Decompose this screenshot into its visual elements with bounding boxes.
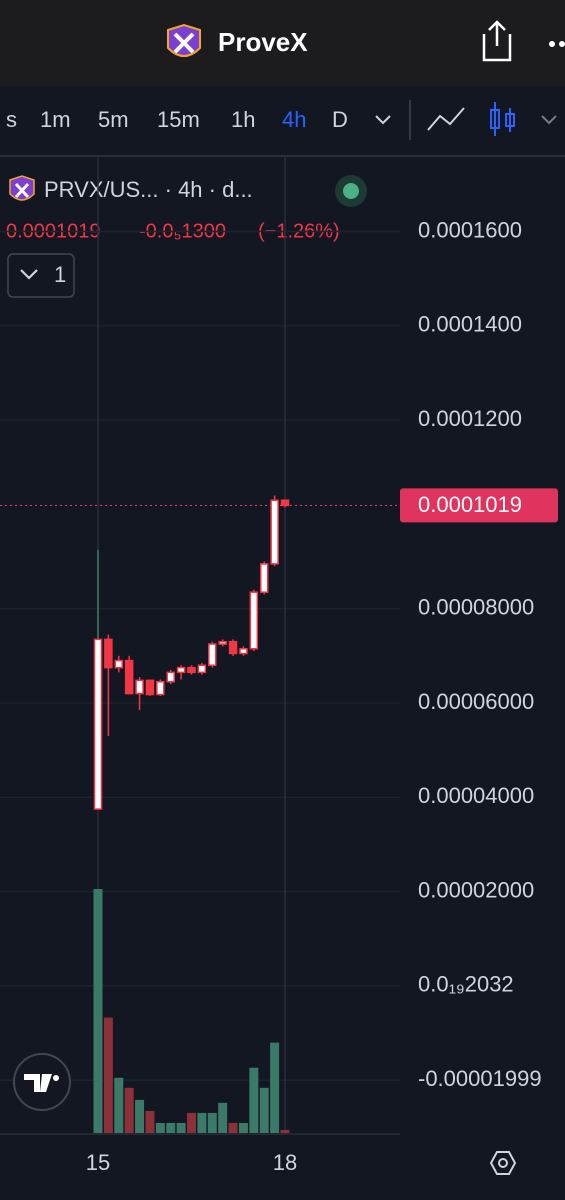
volume-bar xyxy=(135,1099,145,1133)
volume-bar xyxy=(259,1087,269,1133)
indicator-count: 1 xyxy=(54,262,66,287)
tradingview-logo[interactable] xyxy=(13,1053,71,1111)
candle-body xyxy=(145,679,155,696)
y-tick-label: 0.00008000 xyxy=(418,595,534,620)
settings-button-center xyxy=(498,1158,508,1168)
candle-body xyxy=(156,681,165,696)
line-chart-button[interactable] xyxy=(427,107,465,131)
y-tick-label: 0.0001200 xyxy=(418,406,522,431)
volume-bar xyxy=(228,1122,238,1133)
candle-body xyxy=(280,499,290,507)
share-button[interactable] xyxy=(482,20,512,62)
volume-bar xyxy=(114,1077,124,1133)
candle-body xyxy=(270,499,279,565)
interval-button[interactable]: 4h xyxy=(282,107,306,132)
app-logo xyxy=(167,23,201,57)
y-tick-label: 0.00006000 xyxy=(418,689,534,714)
chart-type-dropdown[interactable] xyxy=(541,115,557,125)
market-status-dot xyxy=(343,183,359,199)
settings-button[interactable] xyxy=(489,1151,517,1175)
y-tick-label: 0.0001400 xyxy=(418,312,522,337)
volume-bar xyxy=(103,1017,113,1133)
last-price-box xyxy=(400,488,558,523)
volume-bar xyxy=(155,1122,165,1133)
interval-button[interactable]: 15m xyxy=(157,107,200,132)
volume-bar xyxy=(270,1042,280,1133)
candle-chart-button[interactable] xyxy=(490,102,515,136)
volume-bar xyxy=(280,1129,290,1133)
candle-body xyxy=(176,666,186,674)
candle-body xyxy=(124,659,134,695)
x-tick-label: 18 xyxy=(273,1150,297,1175)
indicator-toggle[interactable] xyxy=(7,253,75,298)
candle-body xyxy=(218,640,227,645)
y-tick-label: 0.00002000 xyxy=(418,877,534,902)
candle-body xyxy=(104,638,113,669)
candle-body xyxy=(249,591,259,650)
interval-dropdown[interactable] xyxy=(375,115,391,125)
interval-button[interactable]: s xyxy=(6,107,17,132)
volume-bar xyxy=(187,1112,196,1133)
volume-bar xyxy=(238,1122,248,1133)
volume-bar xyxy=(218,1102,228,1133)
last-price-label: 0.0001019 xyxy=(418,492,522,517)
candle-body xyxy=(228,640,238,655)
more-button[interactable] xyxy=(549,41,565,47)
y-tick-label: -0.00001999 xyxy=(418,1066,542,1091)
x-tick-label: 15 xyxy=(86,1150,110,1175)
symbol-label[interactable]: PRVX/US... · 4h · d... xyxy=(44,177,253,202)
interval-button[interactable]: D xyxy=(332,107,348,132)
volume-bar xyxy=(207,1112,217,1133)
app-title: ProveX xyxy=(218,27,308,57)
candle-body xyxy=(187,666,196,674)
volume-bar xyxy=(249,1067,259,1133)
interval-button[interactable]: 5m xyxy=(98,107,129,132)
candle-body xyxy=(239,648,248,655)
candle-body xyxy=(135,679,144,695)
candle-body xyxy=(166,671,175,683)
y-tick-label: 0.0₁₉2032 xyxy=(418,972,514,997)
candle-body xyxy=(197,664,207,674)
volume-bar xyxy=(124,1087,134,1133)
candle-body xyxy=(114,659,124,669)
volume-bar xyxy=(93,889,103,1133)
volume-bar xyxy=(176,1122,186,1133)
candle-body xyxy=(259,563,269,593)
symbol-logo xyxy=(9,175,35,201)
volume-bar xyxy=(166,1122,176,1133)
volume-bar xyxy=(197,1112,207,1133)
candle-body xyxy=(93,638,103,810)
interval-button[interactable]: 1m xyxy=(40,107,71,132)
interval-button[interactable]: 1h xyxy=(231,107,255,132)
y-tick-label: 0.0001600 xyxy=(418,217,522,242)
volume-bar xyxy=(145,1110,155,1133)
top-bar xyxy=(0,0,565,86)
candle-body xyxy=(208,643,217,667)
toolbar xyxy=(0,86,565,156)
y-tick-label: 0.00004000 xyxy=(418,783,534,808)
